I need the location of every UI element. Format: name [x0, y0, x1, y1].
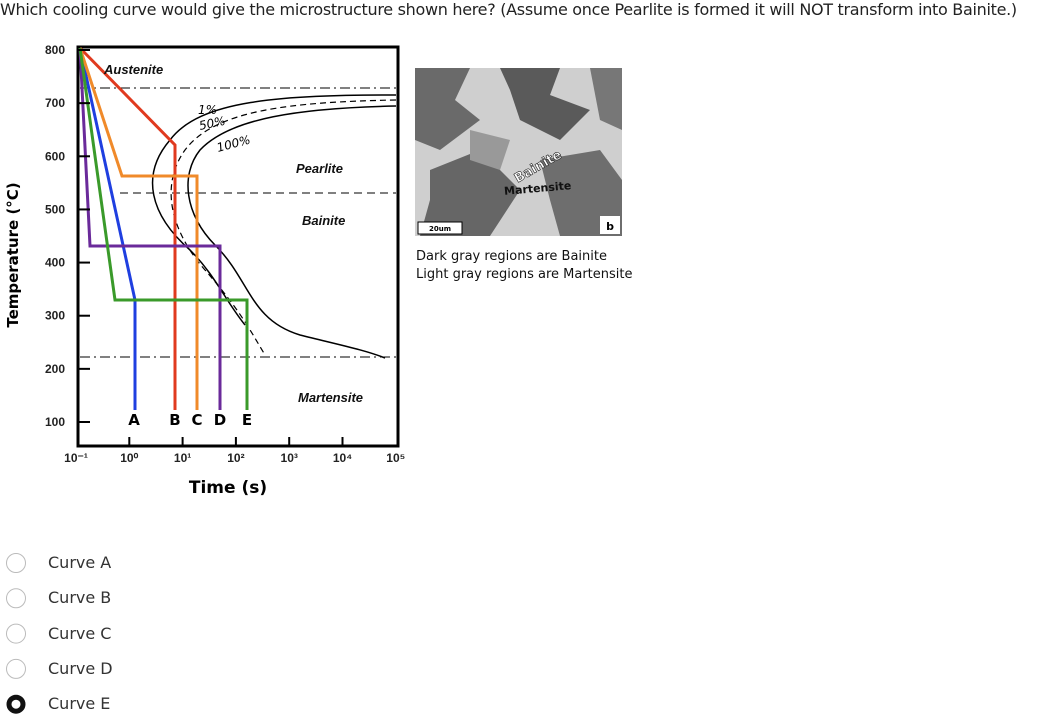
scale-bar: 20um [429, 225, 451, 233]
y-tick-label: 100 [45, 415, 65, 429]
x-tick-label: 10⁵ [386, 451, 405, 465]
curve-label: D [214, 411, 226, 429]
option-label[interactable]: Curve D [48, 658, 113, 678]
radio-button[interactable] [6, 694, 26, 714]
y-tick-label: 600 [45, 149, 65, 163]
start-curve [151, 94, 397, 326]
curve-e [78, 47, 249, 410]
question: Which cooling curve would give the micro… [0, 0, 1017, 19]
radio-button[interactable] [6, 588, 26, 609]
caption: Light gray regions are Martensite [416, 267, 632, 282]
y-tick-label: 700 [45, 96, 65, 110]
curve-label: E [242, 411, 252, 429]
region-label: Austenite [103, 62, 163, 77]
caption: Dark gray regions are Bainite [416, 249, 607, 264]
radio-button[interactable] [6, 623, 26, 644]
option-label[interactable]: Curve A [48, 553, 112, 572]
x-tick-label: 10³ [281, 451, 298, 465]
y-tick-label: 500 [45, 202, 65, 216]
option-label[interactable]: Curve E [48, 694, 111, 714]
y-tick-label: 300 [45, 309, 65, 323]
radio-button[interactable] [6, 658, 26, 679]
x-tick-label: 10² [227, 451, 244, 465]
x-tick-label: 10⁴ [333, 451, 352, 465]
transform-label: 50% [198, 114, 227, 133]
half-curve [170, 99, 397, 356]
curve-label: C [191, 411, 202, 429]
curve-label: B [169, 411, 180, 429]
curve-c [78, 47, 199, 410]
x-axis-label: Time (s) [189, 478, 267, 498]
curve-label: A [128, 411, 140, 429]
region-label: Bainite [302, 213, 345, 228]
region-label: Martensite [298, 390, 363, 405]
y-axis-label: Temperature (°C) [4, 182, 22, 327]
region-label: Pearlite [296, 161, 343, 176]
y-tick-label: 200 [45, 362, 65, 376]
panel-label: b [606, 220, 614, 233]
y-tick-label: 400 [45, 256, 65, 270]
x-tick-label: 10⁰ [120, 451, 138, 465]
plot-frame [76, 45, 400, 448]
micrograph-label: Martensite [504, 179, 572, 198]
radio-button[interactable] [6, 553, 26, 573]
transform-label: 1% [198, 103, 217, 117]
curve-d [78, 47, 222, 410]
curve-b [78, 46, 177, 410]
transform-label: 100% [215, 132, 252, 154]
x-tick-label: 10¹ [174, 451, 191, 465]
y-tick-label: 800 [45, 43, 65, 57]
end-curve [187, 105, 397, 359]
x-tick-label: 10⁻¹ [64, 451, 88, 465]
micrograph: Bainite Martensite 20um b [415, 68, 622, 236]
option-label[interactable]: Curve B [48, 588, 112, 608]
option-label[interactable]: Curve C [48, 623, 112, 643]
